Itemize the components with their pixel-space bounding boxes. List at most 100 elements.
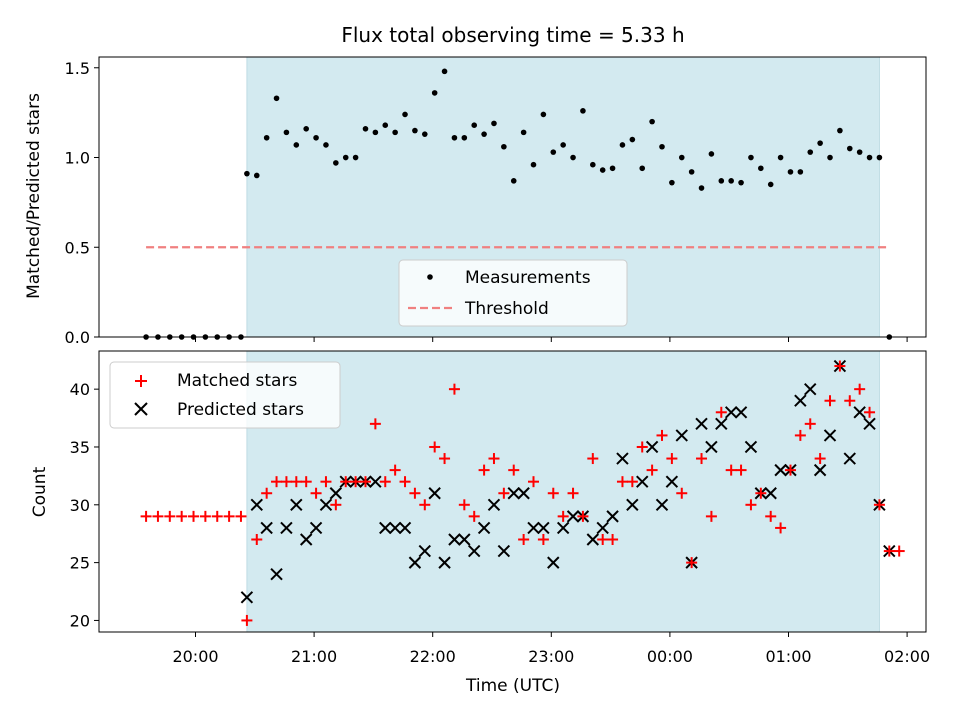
predicted-point-stroke <box>764 487 777 500</box>
x-tick-label: 21:00 <box>291 647 337 666</box>
matched-point <box>646 464 658 476</box>
matched-point <box>804 418 816 430</box>
matched-point <box>251 533 263 545</box>
measurement-point <box>876 154 883 161</box>
matched-point <box>300 476 312 488</box>
measurement-point <box>441 68 448 75</box>
measurement-point <box>313 134 319 141</box>
predicted-point-stroke <box>586 533 600 546</box>
predicted-point <box>705 440 718 454</box>
measurement-point <box>244 170 250 177</box>
predicted-point-stroke <box>665 475 679 488</box>
matched-point <box>488 453 500 465</box>
measurement-point <box>372 129 379 136</box>
matched-point <box>223 510 235 522</box>
legend-predicted-marker <box>134 402 148 416</box>
x-tick-label: 00:00 <box>647 647 693 666</box>
predicted-point-stroke <box>260 521 273 535</box>
matched-point <box>883 545 895 557</box>
measurement-point <box>273 95 280 102</box>
measurement-point <box>846 145 853 152</box>
bottom-x-ticks: 20:00 21:00 22:00 23:00 00:00 01:00 02:00 <box>172 632 930 666</box>
bottom-legend-box <box>109 361 341 429</box>
predicted-point-stroke <box>299 533 313 546</box>
predicted-point <box>398 521 412 535</box>
matched-point <box>844 395 856 407</box>
predicted-point-stroke <box>724 406 738 419</box>
matched-point <box>735 464 747 476</box>
measurement-point <box>352 154 359 161</box>
measurement-point <box>767 181 774 188</box>
predicted-point <box>556 521 570 535</box>
measurement-point <box>520 129 527 136</box>
predicted-point <box>517 487 530 500</box>
top-panel: 0.0 0.5 1.0 1.5 Matched/Predicted stars Mea… <box>24 56 927 347</box>
measurement-point <box>501 143 507 150</box>
predicted-point-stroke <box>418 544 432 558</box>
measurement-point <box>570 154 576 161</box>
matched-point <box>448 383 460 395</box>
predicted-point <box>309 521 323 535</box>
matched-point <box>310 487 322 499</box>
matched-point <box>241 614 253 626</box>
predicted-point <box>774 463 787 477</box>
legend-predicted-stroke <box>134 402 148 416</box>
predicted-point-stroke <box>428 487 441 500</box>
measurement-point <box>510 178 517 184</box>
predicted-point-stroke <box>636 475 649 488</box>
matched-point <box>854 383 866 395</box>
bottom-observing-window <box>246 350 880 633</box>
predicted-point-stroke <box>804 382 817 396</box>
matched-point <box>164 510 176 522</box>
matched-point <box>824 395 836 407</box>
matched-point <box>409 487 421 499</box>
matched-point <box>176 510 188 522</box>
predicted-point-stroke <box>547 556 560 569</box>
predicted-point <box>547 556 560 569</box>
matched-point <box>755 487 767 499</box>
matched-point <box>873 499 885 511</box>
measurement-point <box>550 149 557 155</box>
predicted-point <box>497 544 511 558</box>
legend-threshold-label: Threshold <box>464 299 549 319</box>
measurement-point <box>323 142 329 148</box>
predicted-point-stroke <box>537 521 550 535</box>
matched-point <box>616 476 628 488</box>
predicted-point-stroke <box>497 544 511 558</box>
predicted-point-stroke <box>468 544 481 558</box>
matched-point <box>784 464 796 476</box>
x-tick-label: 23:00 <box>528 647 574 666</box>
predicted-point-stroke <box>438 556 451 569</box>
matched-point <box>429 441 441 453</box>
predicted-point <box>438 556 451 569</box>
predicted-point <box>408 556 422 569</box>
top-x-ticks <box>195 337 908 342</box>
matched-point <box>498 487 510 499</box>
predicted-point <box>715 417 728 431</box>
predicted-point <box>527 521 540 535</box>
matched-point <box>478 464 490 476</box>
predicted-point-stroke <box>616 452 629 465</box>
matched-point <box>696 453 708 465</box>
predicted-point <box>734 406 748 419</box>
matched-point <box>597 533 609 545</box>
predicted-point-stroke <box>794 394 807 407</box>
matched-point <box>271 476 283 488</box>
matched-point <box>369 418 381 430</box>
predicted-point-stroke <box>655 498 669 512</box>
measurement-point <box>303 125 309 132</box>
predicted-point-stroke <box>626 498 639 512</box>
predicted-point-stroke <box>369 475 382 488</box>
matched-point <box>320 476 332 488</box>
measurement-point <box>293 142 300 148</box>
predicted-point-stroke <box>863 417 876 431</box>
predicted-point-stroke <box>379 521 392 535</box>
chart-title: Flux total observing time = 5.33 h <box>341 23 684 47</box>
measurement-point <box>738 179 744 186</box>
matched-point <box>834 360 846 372</box>
predicted-point <box>616 452 629 465</box>
predicted-point <box>329 487 343 500</box>
measurement-point <box>580 108 586 114</box>
predicted-point <box>369 475 382 488</box>
x-tick-label: 22:00 <box>410 647 456 666</box>
